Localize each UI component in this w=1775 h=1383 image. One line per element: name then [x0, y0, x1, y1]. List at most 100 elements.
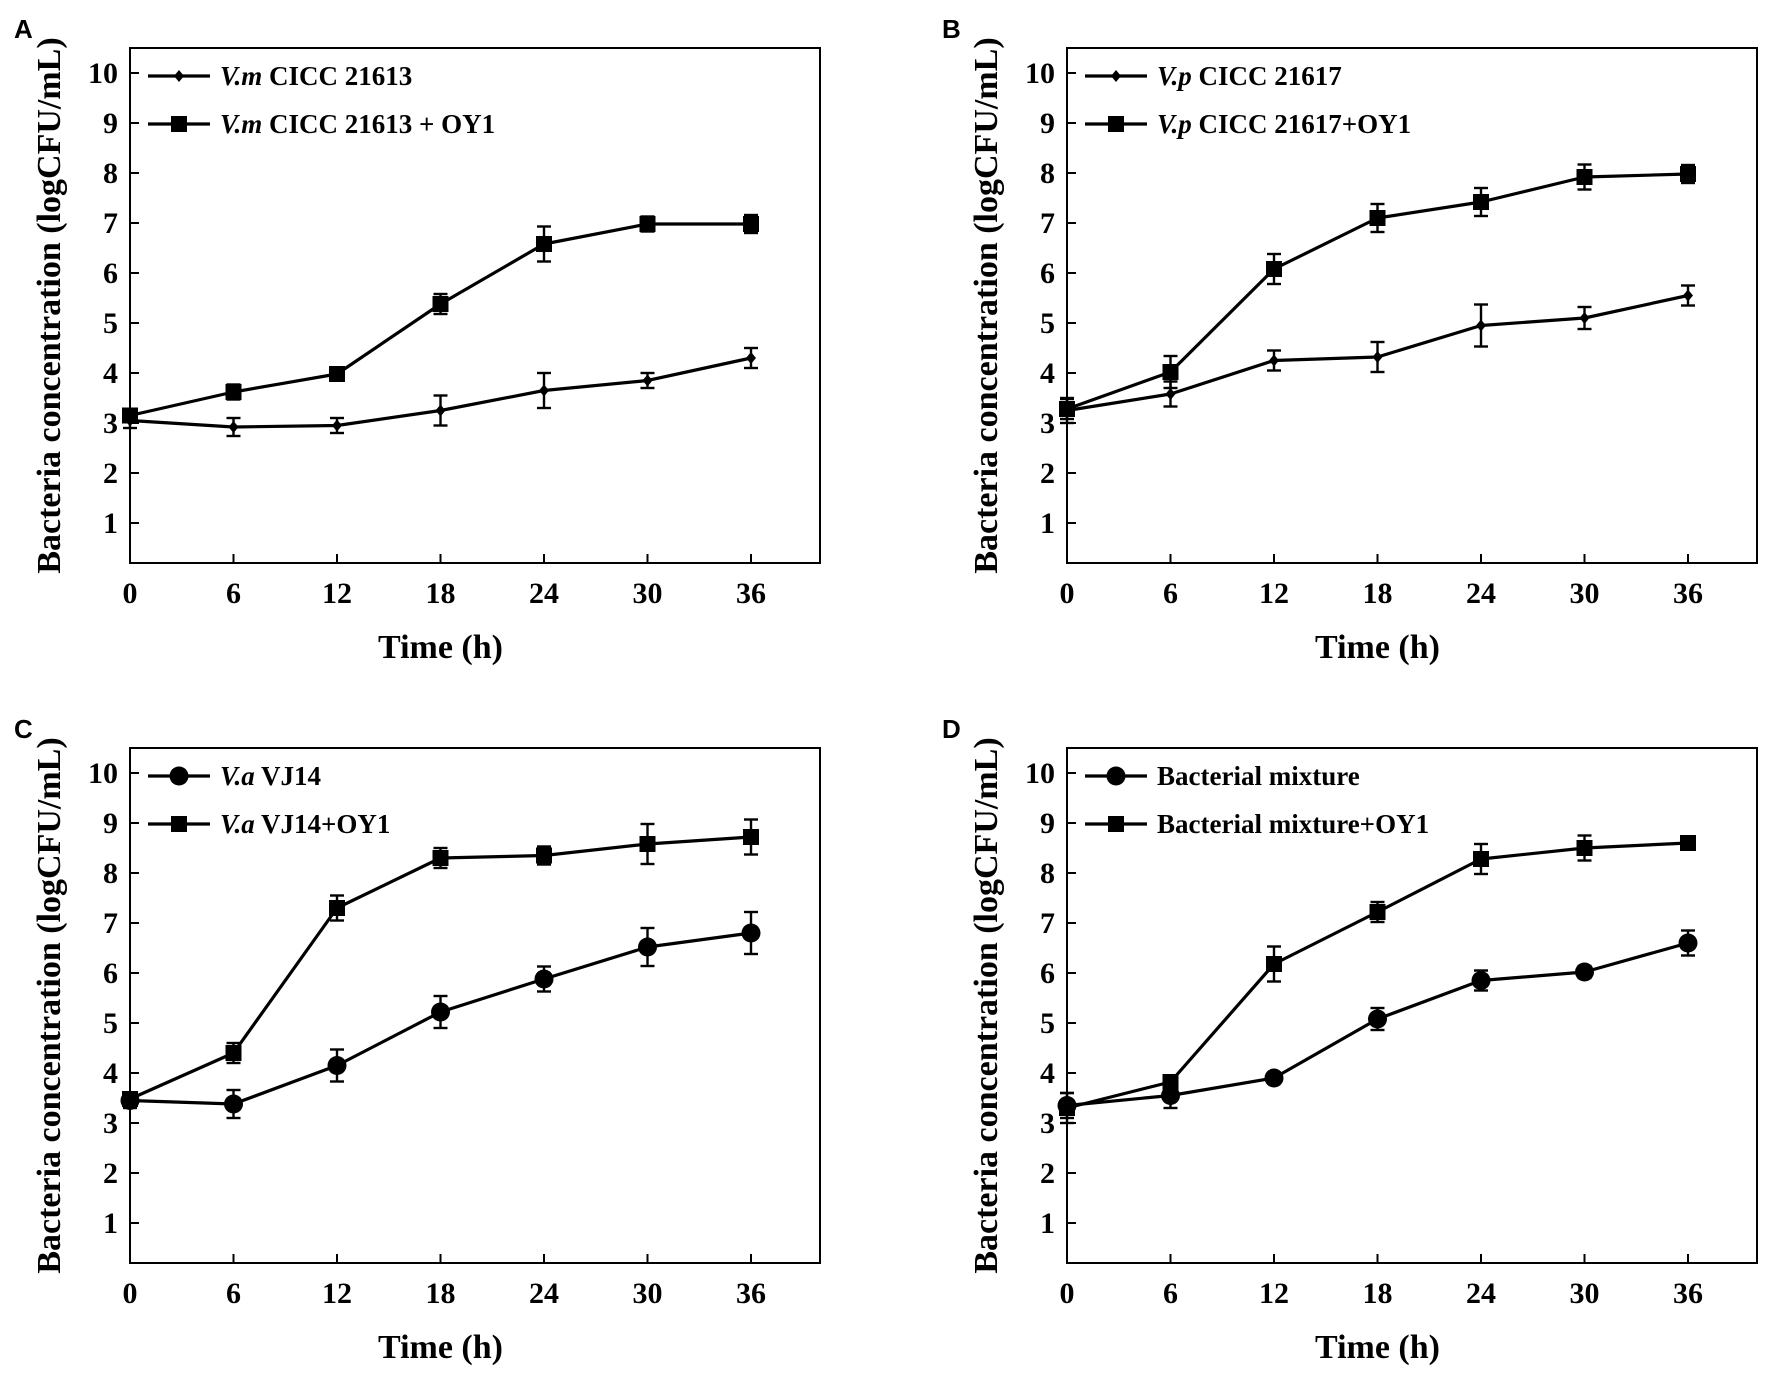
panel-a-series-2-point: [432, 296, 449, 312]
panel-d-legend-marker: [1106, 766, 1126, 786]
panel-a-series-2-point: [225, 384, 242, 400]
panel-c-x-tick-label: 0: [123, 1277, 138, 1310]
panel-b-series-2-point: [1680, 166, 1696, 182]
panel-b-legend-label-species: V.p: [1157, 61, 1192, 91]
panel-c-legend-label: V.a VJ14: [220, 761, 321, 791]
panel-a-x-axis-title: Time (h): [378, 629, 503, 666]
panel-a-letter: A: [14, 14, 33, 44]
panel-b-series-2-point: [1059, 401, 1075, 417]
panel-d-x-tick-label: 6: [1163, 1277, 1178, 1310]
panel-d-x-tick-label: 24: [1466, 1277, 1496, 1310]
panel-d-legend-label-text: Bacterial mixture+OY1: [1157, 809, 1429, 839]
panel-a-x-tick-label: 30: [633, 577, 663, 610]
panel-b-y-tick-label: 2: [1040, 457, 1055, 490]
panel-a-legend-item-1: V.m CICC 21613: [148, 61, 412, 91]
panel-d-x-tick-label: 12: [1259, 1277, 1289, 1310]
panel-c-x-tick-label: 24: [529, 1277, 559, 1310]
panel-a-legend-label-text: CICC 21613: [262, 61, 412, 91]
panel-c-series-2-point: [639, 836, 656, 852]
panel-c-series-1-point: [327, 1056, 347, 1075]
panel-c-series-2-point: [329, 900, 345, 916]
panel-b-y-tick-label: 7: [1040, 207, 1055, 240]
panel-a-series-2: [122, 213, 759, 424]
panel-d-y-tick-label: 10: [1025, 757, 1055, 790]
panel-a-x-tick-label: 24: [529, 577, 559, 610]
panel-d-legend-label: Bacterial mixture: [1157, 761, 1360, 791]
panel-a-y-tick-label: 4: [103, 357, 118, 390]
panel-b-legend-label-text: CICC 21617+OY1: [1192, 109, 1411, 139]
panel-d-y-tick-label: 3: [1040, 1107, 1055, 1140]
panel-d-legend-item-2: Bacterial mixture+OY1: [1085, 809, 1429, 839]
panel-a-x-tick-label: 0: [123, 577, 138, 610]
panel-a-series-1-point: [332, 419, 342, 432]
panel-d-series-2-point: [1162, 1074, 1179, 1090]
panel-d-series-2-point: [1266, 956, 1282, 972]
panel-a-y-tick-label: 6: [103, 257, 118, 290]
panel-d-y-tick-label: 6: [1040, 957, 1055, 990]
panel-c-y-tick-label: 6: [103, 957, 118, 990]
panel-b-y-tick-label: 5: [1040, 307, 1055, 340]
panel-c-legend-label-text: VJ14: [255, 761, 321, 791]
panel-b-letter: B: [942, 14, 961, 44]
panel-c-legend-label-text: VJ14+OY1: [255, 809, 391, 839]
panel-b-y-tick-label: 9: [1040, 107, 1055, 140]
panel-c-series-2-point: [225, 1045, 242, 1061]
panel-b-series-1-point: [1372, 351, 1383, 363]
panel-c-legend-marker: [169, 766, 189, 786]
panel-d-x-tick-label: 30: [1570, 1277, 1600, 1310]
panel-c-x-tick-label: 18: [426, 1277, 456, 1310]
panel-b-x-tick-label: 18: [1363, 577, 1393, 610]
panel-d-letter: D: [942, 714, 961, 744]
panel-d-legend-item-1: Bacterial mixture: [1085, 761, 1360, 791]
panel-a-y-tick-label: 5: [103, 307, 118, 340]
panel-c-x-tick-label: 6: [226, 1277, 241, 1310]
panel-a-legend-item-2: V.m CICC 21613 + OY1: [148, 109, 495, 139]
panel-a-series-2-point: [329, 366, 345, 382]
panel-d-y-tick-label: 2: [1040, 1157, 1055, 1190]
panel-a-y-tick-label: 2: [103, 457, 118, 490]
panel-c-x-axis-title: Time (h): [378, 1329, 503, 1366]
panel-c-series-1-point: [638, 937, 657, 957]
panel-c-y-tick-label: 7: [103, 907, 118, 940]
panel-d-legend-label-text: Bacterial mixture: [1157, 761, 1360, 791]
panel-d-y-tick-label: 9: [1040, 807, 1055, 840]
panel-b-series-2-point: [1369, 210, 1386, 226]
panel-a-x-tick-label: 6: [226, 577, 241, 610]
panel-a-series-1-point: [539, 384, 549, 397]
panel-b-y-axis-title: Bacteria concentration (logCFU/mL): [968, 37, 1005, 573]
panel-b-legend-label-text: CICC 21617: [1192, 61, 1342, 91]
panel-b-series-2: [1059, 163, 1696, 421]
panel-a-y-axis-title: Bacteria concentration (logCFU/mL): [31, 37, 68, 573]
panel-c-legend-label-species: V.a: [220, 761, 255, 791]
panel-d-y-tick-label: 7: [1040, 907, 1055, 940]
panel-a-legend-label-text: CICC 21613 + OY1: [262, 109, 495, 139]
panel-a-y-tick-label: 9: [103, 107, 118, 140]
panel-c-legend-marker: [171, 816, 187, 832]
panel-d-series-1-point: [1575, 962, 1594, 982]
panel-c-y-tick-label: 8: [103, 857, 118, 890]
panel-a-legend-marker: [171, 116, 187, 132]
panel-d-y-tick-label: 1: [1040, 1207, 1055, 1240]
panel-a-series-2-point: [536, 236, 552, 252]
panel-c-series-1-point: [534, 969, 554, 989]
panel-b-y-tick-label: 8: [1040, 157, 1055, 190]
panel-b-legend-item-2: V.p CICC 21617+OY1: [1085, 109, 1411, 139]
panel-a-y-tick-label: 10: [88, 57, 118, 90]
panel-d-x-tick-label: 0: [1060, 1277, 1075, 1310]
panel-c-y-tick-label: 1: [103, 1207, 118, 1240]
panel-a-y-tick-label: 3: [103, 407, 118, 440]
panel-b-y-tick-label: 3: [1040, 407, 1055, 440]
panel-d-series-2-point: [1473, 851, 1489, 867]
panel-d-series-1-point: [1678, 933, 1698, 953]
panel-d-series-1-point: [1161, 1086, 1180, 1105]
panel-c-series-2-point: [122, 1091, 138, 1107]
panel-c-series-1-point: [741, 923, 761, 943]
panel-a-x-tick-label: 18: [426, 577, 456, 610]
panel-a-series-1-point: [228, 421, 239, 433]
panel-a-series-2-point: [743, 216, 759, 232]
panel-c-legend-item-2: V.a VJ14+OY1: [148, 809, 390, 839]
panel-b-y-tick-label: 1: [1040, 507, 1055, 540]
panel-a-plot-frame: [129, 47, 821, 564]
